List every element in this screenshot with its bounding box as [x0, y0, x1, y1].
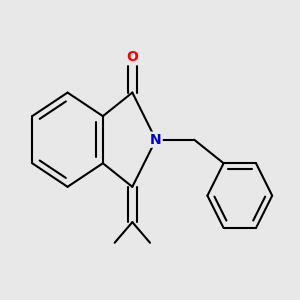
Text: O: O	[126, 50, 138, 64]
Text: N: N	[150, 133, 162, 147]
